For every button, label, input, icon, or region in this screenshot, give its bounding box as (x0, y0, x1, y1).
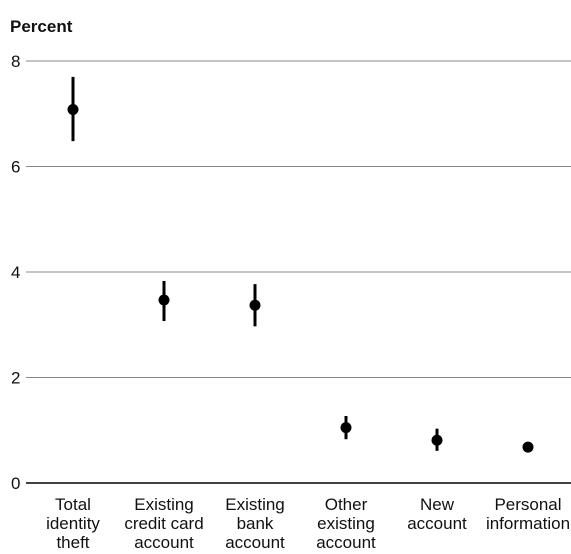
y-tick-labels: 0 2 4 6 8 (11, 52, 20, 493)
category-label-line: Existing (134, 495, 194, 514)
category-label: Personal information (486, 495, 570, 533)
category-label-line: Total (55, 495, 91, 514)
category-label-line: bank (237, 514, 274, 533)
category-label-line: New (420, 495, 455, 514)
y-tick-label: 8 (11, 52, 20, 71)
data-point (340, 422, 352, 434)
category-label-line: account (316, 533, 376, 552)
category-label-line: identity (46, 514, 100, 533)
data-points (67, 104, 534, 453)
y-tick-label: 0 (11, 474, 20, 493)
data-point (249, 299, 261, 311)
category-label: Other existing account (316, 495, 376, 552)
category-label: Total identity theft (46, 495, 100, 552)
category-label-line: credit card (124, 514, 203, 533)
data-point (431, 434, 443, 446)
category-label-line: theft (56, 533, 89, 552)
gridlines (26, 60, 571, 378)
y-axis-label: Percent (10, 17, 73, 36)
category-label: Existing bank account (225, 495, 285, 552)
category-label-line: Existing (225, 495, 285, 514)
data-point (67, 104, 79, 116)
y-tick-label: 4 (11, 263, 20, 282)
category-label-line: existing (317, 514, 375, 533)
data-point (522, 441, 534, 453)
category-label: New account (407, 495, 467, 533)
category-label-line: Personal (494, 495, 561, 514)
category-label: Existing credit card account (124, 495, 203, 552)
category-label-line: account (407, 514, 467, 533)
category-label-line: account (225, 533, 285, 552)
category-label-line: Other (325, 495, 368, 514)
error-bars (71, 76, 530, 451)
y-tick-label: 2 (11, 369, 20, 388)
data-point (158, 294, 170, 306)
category-label-line: information (486, 514, 570, 533)
category-label-line: account (134, 533, 194, 552)
y-tick-label: 6 (11, 158, 20, 177)
